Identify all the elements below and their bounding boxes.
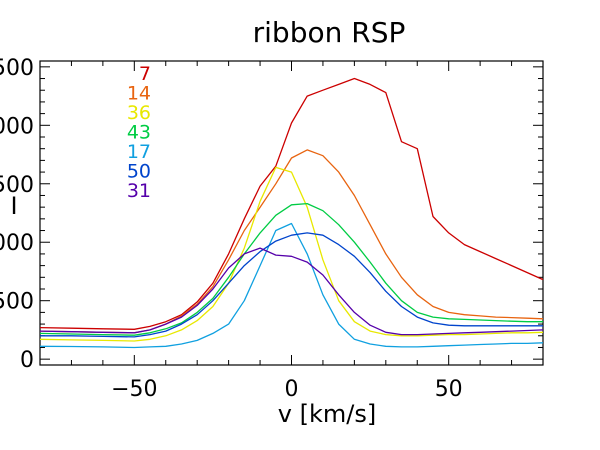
series-line-17	[39, 222, 544, 349]
y-tick-label: 2500	[0, 56, 34, 81]
y-tick-label: 1500	[0, 173, 34, 198]
x-axis-ticks: −50 0 50	[70, 61, 544, 402]
series-line-43	[39, 202, 543, 336]
series-line-50	[40, 232, 543, 338]
legend-entry-43: 43	[127, 122, 151, 144]
x-axis-label: v [km/s]	[278, 400, 376, 428]
series-lines	[39, 77, 544, 349]
x-tick-label: 0	[285, 377, 299, 402]
y-tick-label: 0	[20, 348, 34, 373]
y-tick-label: 500	[0, 290, 34, 315]
x-tick-label: 50	[435, 377, 463, 402]
y-tick-label: 2000	[0, 114, 34, 139]
y-axis-label: I	[10, 192, 17, 220]
legend-entry-50: 50	[127, 161, 151, 183]
chart-title: ribbon RSP	[253, 16, 406, 49]
legend-entry-17: 17	[127, 141, 151, 163]
x-tick-label: −50	[111, 377, 157, 402]
legend-entry-14: 14	[127, 83, 151, 105]
legend-entry-7: 7	[139, 63, 151, 85]
series-line-7	[39, 77, 544, 330]
y-tick-label: 1000	[0, 231, 34, 256]
series-line-31	[39, 247, 544, 336]
series-line-14	[39, 149, 544, 334]
legend-entry-36: 36	[127, 102, 151, 124]
y-axis-ticks: 0 500 1000 1500 2000 2500	[0, 56, 543, 373]
legend-entry-31: 31	[127, 180, 151, 202]
